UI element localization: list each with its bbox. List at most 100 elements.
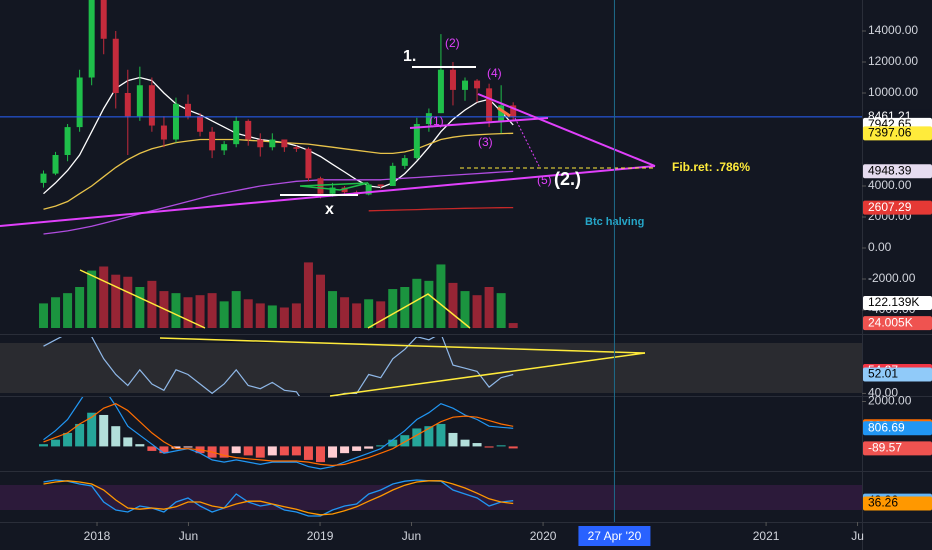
y-tick-label: 40.00 — [868, 386, 898, 400]
stoch-pane — [43, 479, 514, 517]
macd-histogram-bar — [159, 446, 169, 454]
y-tick-label: 10000.00 — [868, 85, 918, 99]
macd-histogram-bar — [38, 444, 48, 447]
macd-histogram-bar — [99, 414, 109, 447]
volume-bar — [364, 299, 374, 328]
wave-label: (5) — [537, 173, 552, 187]
x-tick-label: 2018 — [84, 529, 111, 543]
candle-body — [462, 80, 469, 90]
macd-histogram-bar — [340, 446, 350, 454]
macd-histogram-bar — [424, 426, 434, 447]
axes: 14000.00 12000.00 10000.00 4000.00 2000.00 0.… — [84, 0, 932, 546]
candle-body — [389, 165, 396, 186]
macd-histogram-bar — [436, 423, 446, 447]
volume-bar — [38, 303, 48, 328]
volume-bar — [352, 303, 362, 328]
volume-bar — [87, 270, 97, 328]
volume-bar — [496, 293, 506, 328]
y-tick-label: -2000.00 — [868, 271, 916, 285]
macd-histogram-bar — [87, 412, 97, 447]
macd-histogram-bar — [352, 446, 362, 451]
candle-body — [305, 148, 312, 179]
wave-label: (3) — [478, 135, 493, 149]
x-tick-label: Ju — [851, 529, 864, 543]
macd-histogram-bar — [183, 446, 193, 448]
macd-histogram-bar — [448, 432, 458, 447]
volume-bar — [412, 278, 422, 328]
volume-bar — [388, 289, 398, 328]
candle-body — [486, 88, 493, 121]
macd-histogram-bar — [472, 443, 482, 447]
candle-body — [329, 187, 336, 194]
volume-bar — [147, 280, 157, 328]
macd-histogram-bar — [171, 446, 181, 449]
volume-bar — [315, 274, 325, 328]
price-pane — [0, 0, 862, 328]
price-tag — [863, 200, 932, 215]
candle-body — [281, 139, 288, 148]
volume-bar — [472, 295, 482, 328]
volume-bar — [424, 280, 434, 328]
candle-body — [510, 105, 517, 117]
macd-histogram-bar — [364, 446, 374, 449]
candle-body — [425, 113, 432, 124]
macd-histogram-bar — [219, 446, 229, 458]
macd-histogram-bar — [135, 444, 145, 447]
price-tag-label: 7397.06 — [868, 126, 912, 140]
candle-body — [269, 139, 276, 148]
candle-body — [341, 187, 348, 193]
macd-histogram-bar — [460, 439, 470, 447]
candle-body — [365, 184, 372, 195]
candle-body — [76, 77, 83, 128]
drawings — [0, 66, 656, 397]
x-tick-label: Jun — [179, 529, 198, 543]
rsi-band — [0, 343, 862, 393]
price-tag — [863, 126, 932, 141]
price-tag-label: 4948.39 — [868, 163, 912, 177]
volume-bar — [267, 305, 277, 328]
macd-histogram-bar — [376, 445, 386, 447]
y-tick-label: 12000.00 — [868, 54, 918, 68]
price-tag — [863, 316, 932, 331]
wave-label: (1) — [429, 114, 444, 128]
price-tag — [863, 367, 932, 382]
candle-body — [124, 92, 131, 117]
y-tick-label: 2000.00 — [868, 394, 912, 408]
macd-histogram-bar — [388, 439, 398, 447]
candle-body — [88, 0, 95, 78]
macd-histogram-bar — [63, 432, 73, 447]
macd-histogram-bar — [484, 446, 494, 448]
price-tag-label: 122.139K — [868, 295, 919, 309]
y-tick-label: 0.00 — [868, 240, 892, 254]
macd-histogram-bar — [111, 426, 121, 447]
wave-label: x — [325, 201, 334, 218]
candle-body — [293, 147, 300, 149]
price-tag-label: 24.005K — [868, 315, 913, 329]
volume-bar — [183, 297, 193, 328]
moving-average — [368, 206, 514, 212]
volume-bar — [484, 287, 494, 328]
volume-bar — [123, 276, 133, 328]
moving-average — [43, 132, 514, 210]
candle-body — [64, 127, 71, 155]
price-tag-label: -89.57 — [868, 441, 902, 455]
candle-body — [221, 144, 228, 151]
wave-label: (4) — [487, 66, 502, 80]
macd-histogram-bar — [279, 446, 289, 456]
volume-bar — [111, 274, 121, 328]
wave-label: (2.) — [554, 169, 581, 189]
volume-bar — [255, 303, 265, 328]
candle-body — [197, 116, 204, 132]
volume-bar — [207, 293, 217, 328]
macd-histogram-bar — [303, 446, 313, 460]
candle-body — [498, 105, 505, 121]
macd-histogram-bar — [255, 446, 265, 458]
volume-bar — [171, 293, 181, 328]
macd-histogram-bar — [231, 446, 241, 454]
wave-label: 1. — [403, 48, 416, 65]
volume-bar — [243, 299, 253, 328]
macd-histogram-bar — [51, 439, 61, 447]
macd-histogram-bar — [123, 437, 133, 447]
